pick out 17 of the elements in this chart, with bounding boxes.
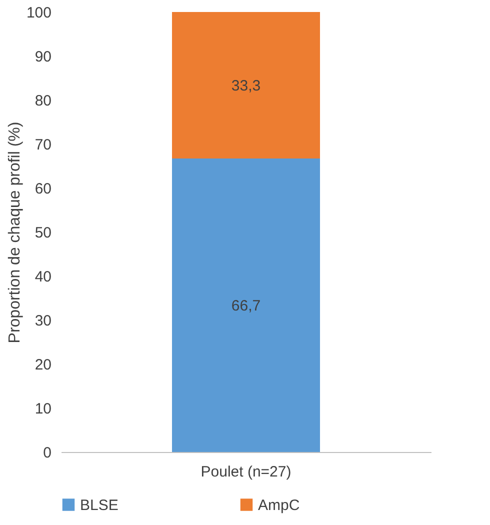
y-tick-label: 60 [34,180,52,198]
y-tick-label: 100 [26,4,52,22]
x-tick-label: Poulet (n=27) [200,464,292,480]
y-tick-label: 30 [34,312,52,330]
legend-label: AmpC [258,496,300,514]
y-tick-label: 40 [34,268,52,286]
y-tick-label: 50 [34,224,52,242]
data-label: 66,7 [231,297,261,314]
y-tick-label: 80 [34,92,52,110]
y-axis-title: Proportion de chaque profil (%) [6,122,24,344]
legend-label: BLSE [80,496,118,514]
y-tick-label: 10 [34,400,52,418]
data-label: 33,3 [231,77,261,94]
y-tick-label: 20 [34,356,52,374]
y-tick-label: 90 [34,48,52,66]
y-tick-label: 70 [34,136,52,154]
y-tick-label: 0 [43,444,52,462]
